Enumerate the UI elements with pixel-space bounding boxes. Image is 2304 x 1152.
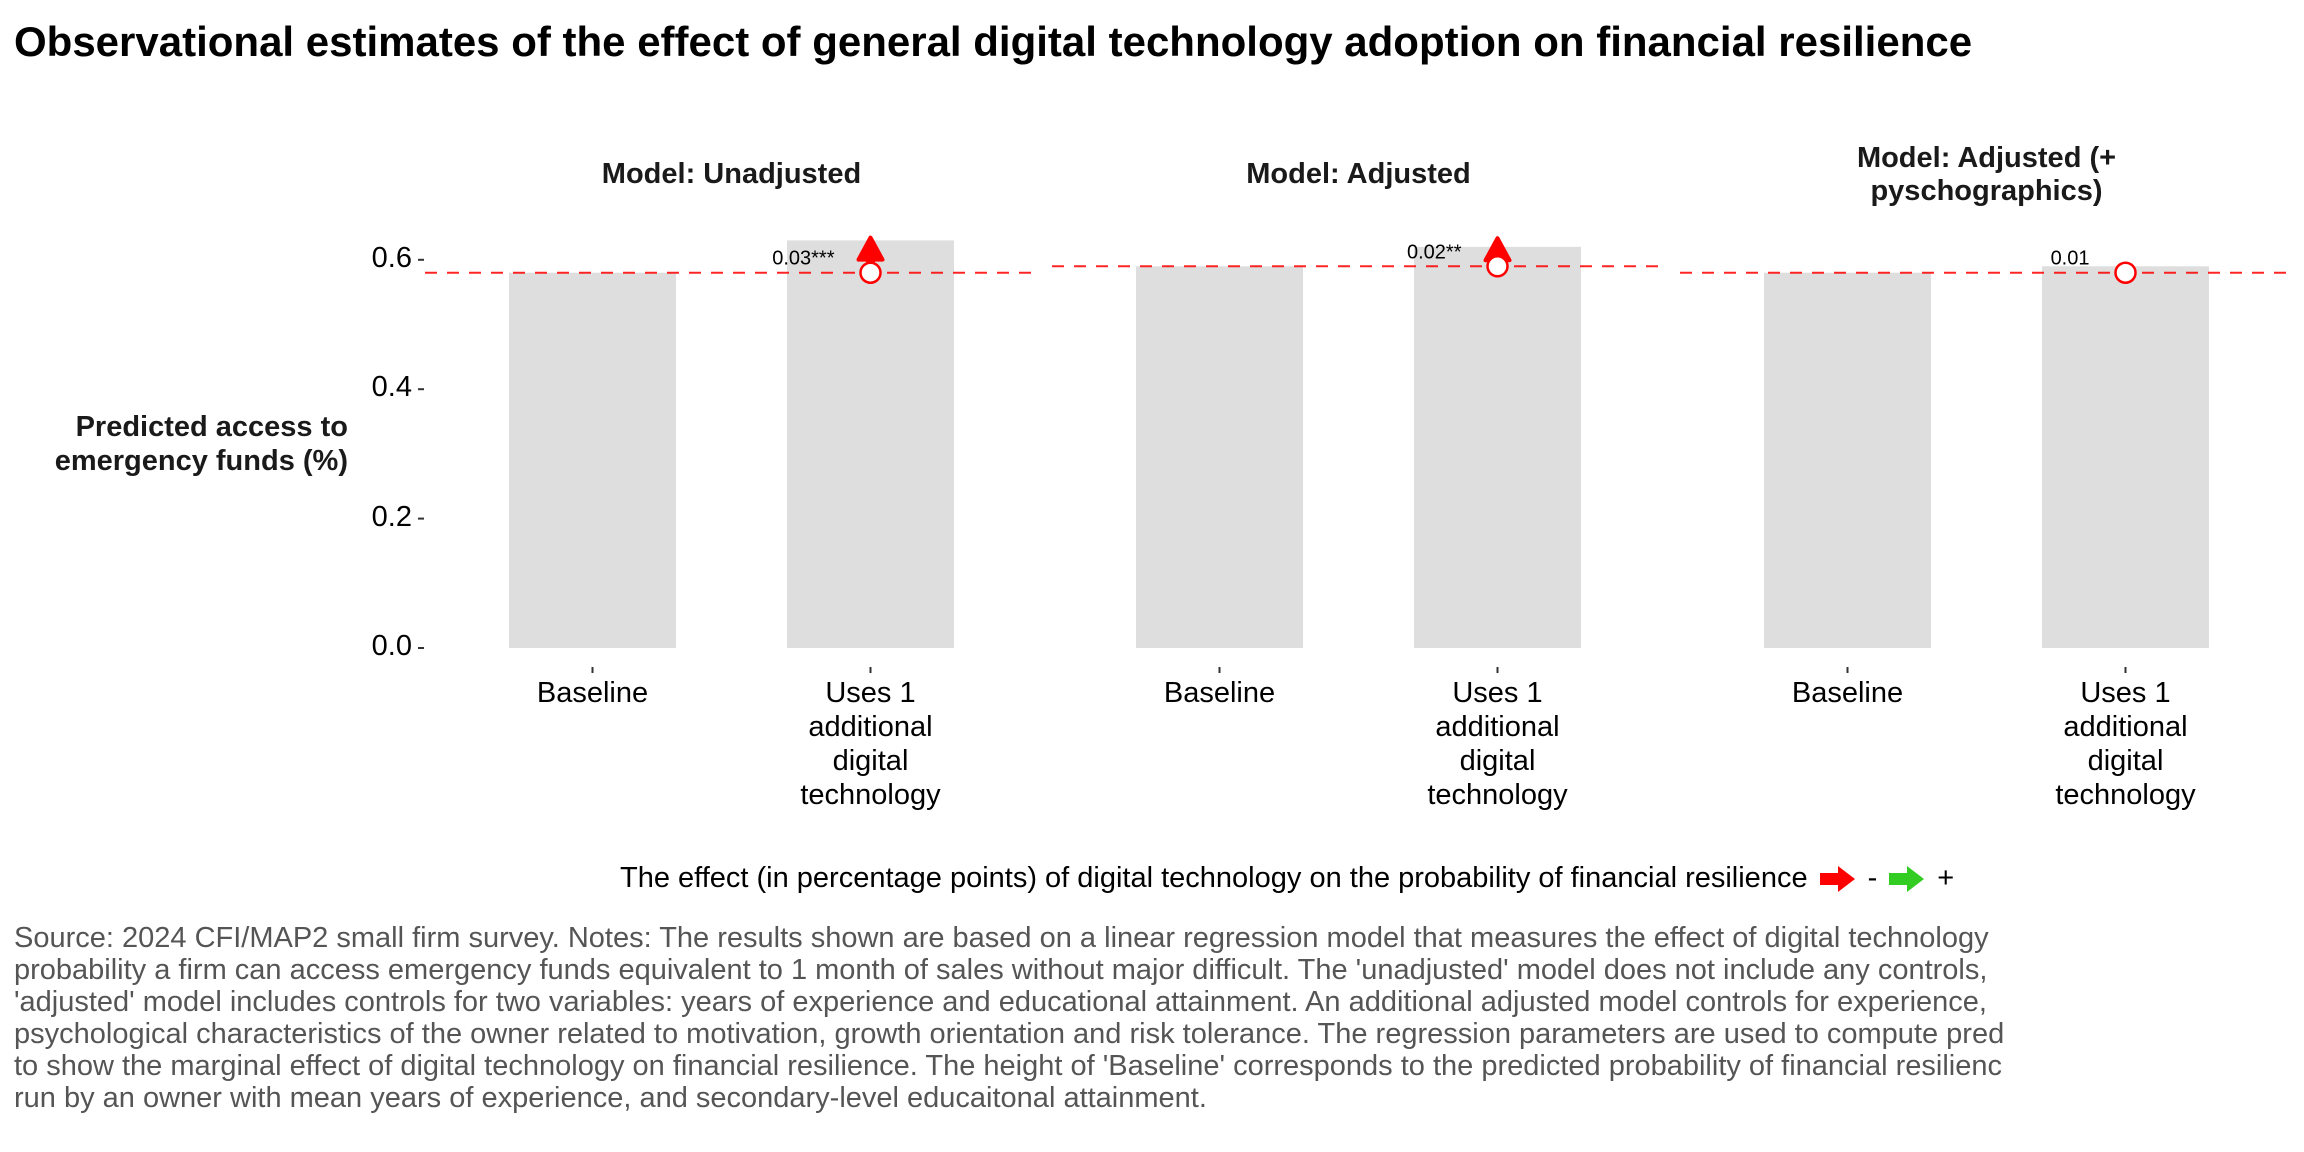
- panel-title: Model: Adjusted: [1136, 158, 1581, 191]
- x-tick-label-line: Uses 1: [2080, 677, 2171, 709]
- x-tick-label-line: Baseline: [1163, 677, 1276, 709]
- chart-title: Observational estimates of the effect of…: [14, 18, 1973, 65]
- legend-label-minus: -: [1867, 862, 1878, 894]
- x-tick-label-line: digital: [832, 745, 909, 777]
- x-tick-label-line: technology: [800, 779, 941, 811]
- x-tick-label: Uses 1 additional digital technology: [751, 676, 991, 812]
- notes-line: run by an owner with mean years of exper…: [14, 1082, 1207, 1114]
- effect-arrow-head: [856, 235, 885, 262]
- panel-title-line: Model: Unadjusted: [601, 158, 862, 190]
- legend-label-plus: +: [1937, 862, 1955, 894]
- x-tick-label: Uses 1 additional digital technology: [1378, 676, 1618, 812]
- x-tick-label-line: digital: [1459, 745, 1536, 777]
- y-axis-label: Predicted access to emergency funds (%): [0, 410, 348, 478]
- x-tick-label: Baseline: [1728, 676, 1968, 710]
- x-tick-label-line: additional: [1435, 711, 1560, 743]
- source-notes: Source: 2024 CFI/MAP2 small firm survey.…: [14, 922, 2304, 1114]
- panel-title-line: Model: Adjusted (+: [1856, 142, 2117, 174]
- x-tick-label: Baseline: [1100, 676, 1340, 710]
- x-tick-label-line: Baseline: [1791, 677, 1904, 709]
- panel-title: Model: Unadjusted: [509, 158, 954, 191]
- x-tick-label-line: technology: [2055, 779, 2196, 811]
- notes-line: Source: 2024 CFI/MAP2 small firm survey.…: [14, 922, 1989, 954]
- panel-title-line: pyschographics): [1870, 175, 2103, 207]
- x-tick-label-line: Baseline: [536, 677, 649, 709]
- x-tick-label-line: technology: [1427, 779, 1568, 811]
- bar-uses-additional-tech: [1414, 246, 1581, 649]
- effect-point-marker: [859, 261, 882, 284]
- bar-uses-additional-tech: [787, 240, 954, 648]
- panel-title: Model: Adjusted (+ pyschographics): [1764, 142, 2209, 208]
- bar-baseline: [1136, 266, 1303, 648]
- y-axis-label-line: Predicted access to: [75, 411, 348, 443]
- y-tick-label: 0.4: [371, 371, 412, 404]
- x-tick-label-line: Uses 1: [825, 677, 916, 709]
- effect-value-label: 0.02**: [1407, 241, 1462, 263]
- y-tick-label: 0.0: [371, 630, 412, 662]
- effect-point-marker: [1486, 255, 1509, 278]
- x-tick-label-line: additional: [2063, 711, 2188, 743]
- legend: The effect (in percentage points) of dig…: [620, 862, 1954, 895]
- notes-line: psychological characteristics of the own…: [14, 1018, 2005, 1050]
- green-arrow-icon: [1889, 865, 1925, 892]
- notes-line: 'adjusted' model includes controls for t…: [14, 986, 1987, 1018]
- x-tick-label: Uses 1 additional digital technology: [2006, 676, 2246, 812]
- bar-baseline: [1764, 272, 1931, 648]
- x-tick-label-line: additional: [808, 711, 933, 743]
- x-tick-label: Baseline: [473, 676, 713, 710]
- bar-uses-additional-tech: [2042, 266, 2209, 648]
- red-arrow-icon: [1819, 865, 1855, 892]
- notes-line: to show the marginal effect of digital t…: [14, 1050, 2003, 1082]
- bar-baseline: [509, 272, 676, 648]
- effect-point-marker: [2114, 261, 2137, 284]
- panel-title-line: Model: Adjusted: [1246, 158, 1471, 190]
- y-tick-label: 0.2: [371, 500, 412, 533]
- notes-line: probability a firm can access emergency …: [14, 954, 1988, 986]
- effect-value-label: 0.03***: [772, 248, 834, 270]
- legend-title: The effect (in percentage points) of dig…: [620, 862, 1808, 894]
- effect-value-label: 0.01: [2051, 248, 2090, 270]
- x-tick-label-line: digital: [2087, 745, 2164, 777]
- y-axis-label-line: emergency funds (%): [54, 445, 348, 477]
- x-tick-label-line: Uses 1: [1452, 677, 1543, 709]
- y-tick-label: 0.6: [371, 241, 412, 274]
